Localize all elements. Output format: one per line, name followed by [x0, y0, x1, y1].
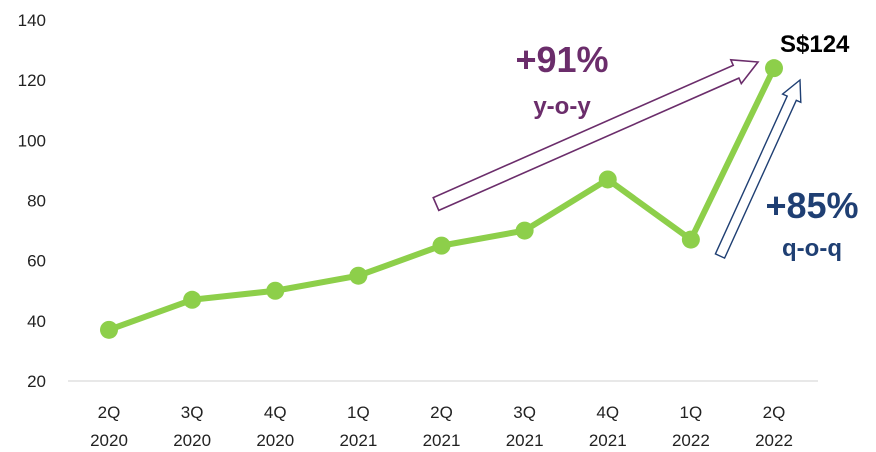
x-tick-label-year: 2022 [755, 431, 793, 450]
y-tick-label: 60 [27, 252, 46, 271]
y-tick-label: 40 [27, 312, 46, 331]
x-tick-label-year: 2021 [339, 431, 377, 450]
x-tick-label-quarter: 4Q [596, 403, 619, 422]
x-tick-label-year: 2022 [672, 431, 710, 450]
qoq-arrow [714, 78, 802, 260]
x-tick-label-year: 2020 [90, 431, 128, 450]
last-value-label: S$124 [780, 31, 850, 58]
data-point [681, 230, 700, 249]
yoy-label: y-o-y [533, 93, 591, 120]
data-points [100, 59, 783, 339]
y-tick-label: 100 [18, 131, 46, 150]
x-tick-label-quarter: 1Q [347, 403, 370, 422]
y-tick-label: 140 [18, 11, 46, 30]
data-point [515, 221, 534, 240]
y-tick-label: 80 [27, 192, 46, 211]
x-tick-label-quarter: 1Q [680, 403, 703, 422]
x-tick-label-year: 2021 [423, 431, 461, 450]
x-axis-ticks: 2Q 2020 3Q 2020 4Q 2020 1Q 2021 2Q 2021 3Q 2021 4Q 20… [90, 403, 793, 450]
y-axis: 20 40 60 80 100 120 140 [18, 11, 46, 391]
x-tick-label-year: 2020 [173, 431, 211, 450]
data-point [432, 236, 451, 255]
yoy-arrow [432, 58, 760, 212]
data-point [349, 266, 368, 285]
x-tick-label-quarter: 2Q [98, 403, 121, 422]
data-point [598, 170, 617, 189]
x-tick-label-quarter: 2Q [430, 403, 453, 422]
x-tick-label-year: 2021 [506, 431, 544, 450]
x-tick-label-quarter: 4Q [264, 403, 287, 422]
x-tick-label-year: 2021 [589, 431, 627, 450]
y-tick-label: 120 [18, 71, 46, 90]
data-point [100, 320, 118, 339]
qoq-value-label: +85% [765, 185, 858, 226]
data-point [183, 290, 202, 309]
x-tick-label-quarter: 3Q [513, 403, 536, 422]
yoy-value-label: +91% [515, 39, 608, 80]
data-point [765, 59, 783, 78]
qoq-label: q-o-q [782, 235, 842, 262]
x-tick-label-quarter: 2Q [763, 403, 786, 422]
data-point [266, 281, 285, 300]
y-tick-label: 20 [27, 372, 46, 391]
x-tick-label-quarter: 3Q [181, 403, 204, 422]
x-tick-label-year: 2020 [256, 431, 294, 450]
